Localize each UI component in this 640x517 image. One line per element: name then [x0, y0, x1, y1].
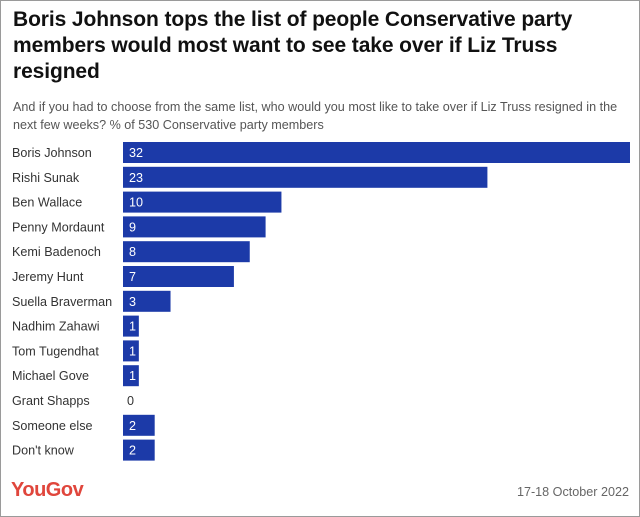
bar	[123, 439, 155, 461]
value-label: 8	[129, 245, 136, 259]
value-label: 3	[129, 295, 136, 309]
bar	[123, 142, 630, 163]
category-label: Penny Mordaunt	[12, 220, 105, 234]
category-label: Someone else	[12, 419, 93, 433]
category-label: Don't know	[12, 444, 75, 458]
category-label: Kemi Badenoch	[12, 245, 101, 259]
value-label: 1	[129, 344, 136, 358]
value-label: 10	[129, 196, 143, 210]
value-label: 2	[129, 444, 136, 458]
category-label: Michael Gove	[12, 369, 89, 383]
category-label: Nadhim Zahawi	[12, 320, 100, 334]
value-label: 0	[127, 394, 134, 408]
value-label: 2	[129, 419, 136, 433]
category-label: Jeremy Hunt	[12, 270, 84, 284]
value-label: 9	[129, 220, 136, 234]
bar	[123, 365, 139, 387]
category-label: Boris Johnson	[12, 146, 92, 160]
value-label: 1	[129, 369, 136, 383]
category-label: Tom Tugendhat	[12, 344, 99, 358]
bar	[123, 241, 250, 263]
value-label: 23	[129, 171, 143, 185]
yougov-logo: YouGov	[11, 479, 84, 501]
bar	[123, 166, 488, 188]
bar	[123, 216, 266, 238]
bar	[123, 315, 139, 337]
category-label: Grant Shapps	[12, 394, 90, 408]
bar	[123, 290, 171, 312]
value-label: 1	[129, 320, 136, 334]
value-label: 32	[129, 146, 143, 160]
chart-subtitle: And if you had to choose from the same l…	[13, 100, 618, 132]
bar	[123, 266, 234, 287]
value-label: 7	[129, 270, 136, 284]
survey-date: 17-18 October 2022	[516, 485, 629, 499]
chart-title: Boris Johnson tops the list of people Co…	[13, 8, 573, 83]
category-label: Rishi Sunak	[12, 171, 80, 185]
bar	[123, 191, 282, 213]
bar	[123, 340, 139, 362]
category-label: Ben Wallace	[12, 196, 82, 210]
bar	[123, 414, 155, 436]
category-label: Suella Braverman	[12, 295, 112, 309]
